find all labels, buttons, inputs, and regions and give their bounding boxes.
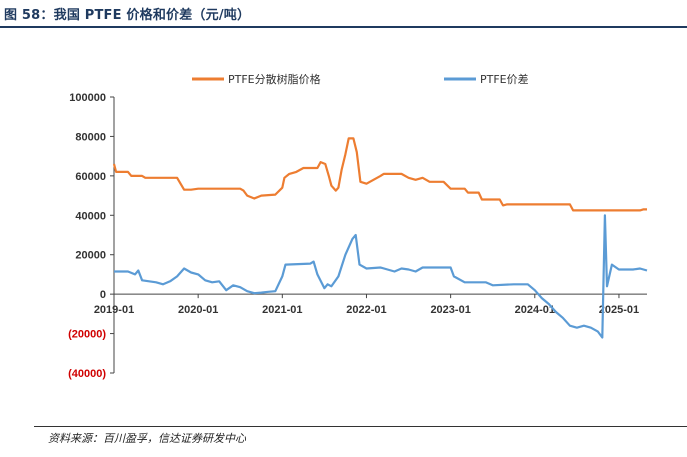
x-tick-label: 2022-01	[346, 304, 386, 316]
y-tick-label: 80000	[75, 131, 106, 143]
y-tick-label: (20000)	[68, 329, 106, 341]
y-tick-label: 40000	[75, 210, 106, 222]
x-tick-label: 2023-01	[430, 304, 470, 316]
y-tick-label: 0	[100, 289, 106, 301]
x-tick-label: 2025-01	[599, 304, 639, 316]
title-rule	[0, 26, 687, 28]
x-tick-label: 2020-01	[178, 304, 218, 316]
y-tick-label: 20000	[75, 250, 106, 262]
source-rule	[34, 426, 687, 427]
x-tick-label: 2021-01	[262, 304, 302, 316]
legend-label: PTFE价差	[480, 72, 529, 86]
source-note: 资料来源：百川盈孚，信达证券研发中心	[48, 432, 246, 445]
price-series-line	[112, 137, 647, 212]
x-tick-label: 2019-01	[94, 304, 134, 316]
y-tick-label: 100000	[69, 92, 106, 104]
x-tick-label: 2024-01	[515, 304, 555, 316]
chart: 100000 80000 60000 40000 20000 0 (20000) (40000…	[68, 72, 648, 380]
y-tick-label: 60000	[75, 171, 106, 183]
legend-label: PTFE分散树脂价格	[228, 72, 321, 86]
figure-title: 图 58：我国 PTFE 价格和价差（元/吨）	[4, 8, 251, 23]
y-tick-label: (40000)	[68, 368, 106, 380]
spread-series-line	[114, 214, 648, 339]
